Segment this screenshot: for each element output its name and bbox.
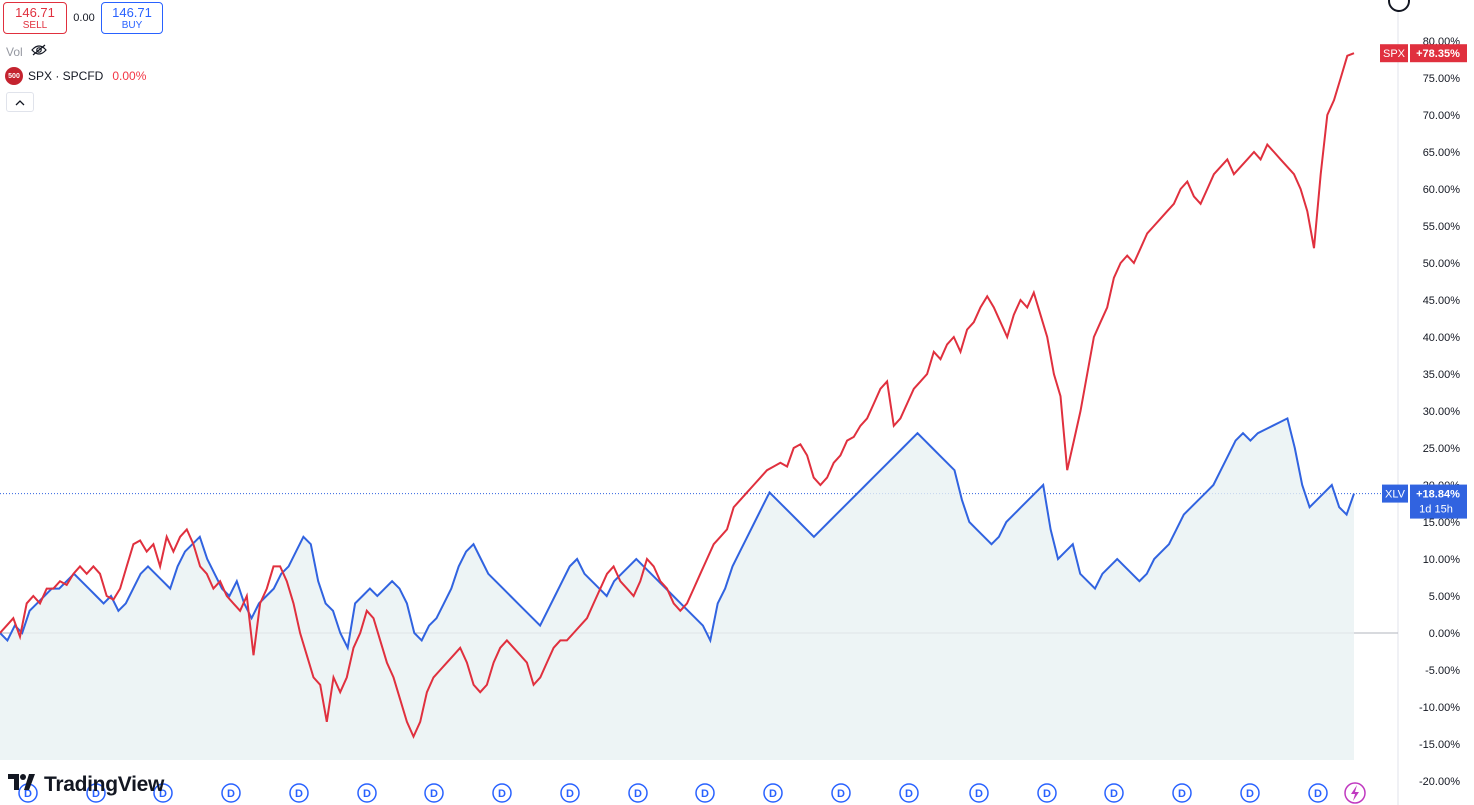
dividend-marker-icon bbox=[424, 783, 444, 803]
y-tick-label: -10.00% bbox=[1419, 702, 1460, 714]
dividend-marker-icon bbox=[289, 783, 309, 803]
y-tick-label: 35.00% bbox=[1423, 369, 1461, 381]
price-labels: SPX +78.35% XLV +18.84% 1d 15h bbox=[1380, 44, 1467, 519]
dividend-marker-icon bbox=[560, 783, 580, 803]
dividend-marker-label: D bbox=[905, 788, 913, 800]
dividend-marker-icon bbox=[628, 783, 648, 803]
dividend-marker-icon bbox=[357, 783, 377, 803]
symbol-badge: 500 bbox=[5, 67, 23, 85]
dividend-marker-label: D bbox=[227, 788, 235, 800]
xlv-name-tag-text: XLV bbox=[1385, 489, 1406, 501]
dividend-marker-icon bbox=[221, 783, 241, 803]
dividend-marker-label: D bbox=[92, 788, 100, 800]
tradingview-logo-icon bbox=[8, 772, 40, 797]
xlv-countdown: 1d 15h bbox=[1419, 504, 1453, 516]
dividend-marker-icon bbox=[1172, 783, 1192, 803]
eye-slash-icon[interactable] bbox=[30, 44, 47, 59]
y-tick-label: 55.00% bbox=[1423, 221, 1461, 233]
xlv-last-value-tag bbox=[1410, 484, 1467, 519]
dividend-marker-label: D bbox=[634, 788, 642, 800]
y-tick-label: -15.00% bbox=[1419, 739, 1460, 751]
buy-price: 146.71 bbox=[112, 5, 152, 20]
dividend-marker-label: D bbox=[498, 788, 506, 800]
tradingview-wordmark: TradingView bbox=[44, 772, 165, 796]
dividend-marker-icon bbox=[1104, 783, 1124, 803]
collapse-legend-button[interactable] bbox=[6, 92, 34, 112]
buy-label: BUY bbox=[121, 20, 143, 31]
dividend-marker-label: D bbox=[1314, 788, 1322, 800]
series-xlv-area bbox=[0, 418, 1354, 760]
y-tick-label: 50.00% bbox=[1423, 258, 1461, 270]
dividend-marker-label: D bbox=[837, 788, 845, 800]
dividend-marker-label: D bbox=[1110, 788, 1118, 800]
spx-name-tag-text: SPX bbox=[1383, 48, 1406, 60]
xlv-last-value: +18.84% bbox=[1416, 489, 1460, 501]
y-tick-label: 45.00% bbox=[1423, 295, 1461, 307]
dividend-marker-icon bbox=[899, 783, 919, 803]
dividend-marker-label: D bbox=[24, 788, 32, 800]
dividend-marker-icon bbox=[1308, 783, 1328, 803]
xlv-name-tag bbox=[1382, 484, 1408, 503]
y-tick-label: 5.00% bbox=[1429, 591, 1460, 603]
tradingview-logo[interactable]: TradingView bbox=[8, 772, 164, 797]
dividend-marker-label: D bbox=[430, 788, 438, 800]
spx-last-value-tag bbox=[1410, 44, 1467, 63]
series-legend[interactable]: 500 SPX · SPCFD 0.00% bbox=[5, 67, 146, 85]
spx-name-tag bbox=[1380, 44, 1408, 63]
dividend-marker-label: D bbox=[701, 788, 709, 800]
buy-button[interactable]: 146.71 BUY bbox=[101, 2, 163, 34]
y-tick-label: -20.00% bbox=[1419, 776, 1460, 788]
dividend-marker-icon bbox=[763, 783, 783, 803]
lightning-icon[interactable] bbox=[1344, 782, 1366, 804]
dividend-marker-label: D bbox=[159, 788, 167, 800]
dividend-marker-label: D bbox=[769, 788, 777, 800]
dividend-marker-icon bbox=[492, 783, 512, 803]
y-tick-label: 10.00% bbox=[1423, 554, 1461, 566]
y-tick-label: 65.00% bbox=[1423, 147, 1461, 159]
y-tick-label: 15.00% bbox=[1423, 517, 1461, 529]
y-tick-label: 30.00% bbox=[1423, 406, 1461, 418]
y-tick-label: 60.00% bbox=[1423, 184, 1461, 196]
y-axis: 80.00%75.00%70.00%65.00%60.00%55.00%50.0… bbox=[1397, 0, 1461, 805]
dividend-marker-icon bbox=[969, 783, 989, 803]
dividend-marker-icon bbox=[695, 783, 715, 803]
chevron-up-icon bbox=[15, 93, 25, 111]
y-tick-label: 0.00% bbox=[1429, 628, 1460, 640]
sell-button[interactable]: 146.71 SELL bbox=[3, 2, 67, 34]
y-tick-label: 25.00% bbox=[1423, 443, 1461, 455]
y-tick-label: -5.00% bbox=[1425, 665, 1460, 677]
dividend-marker-icon bbox=[831, 783, 851, 803]
spx-last-value: +78.35% bbox=[1416, 48, 1460, 60]
dividend-marker-icon bbox=[1037, 783, 1057, 803]
sell-price: 146.71 bbox=[15, 5, 55, 20]
dividend-marker-label: D bbox=[975, 788, 983, 800]
dividend-marker-label: D bbox=[363, 788, 371, 800]
y-tick-label: 40.00% bbox=[1423, 332, 1461, 344]
dividend-marker-icon bbox=[153, 783, 173, 803]
series-spx-line bbox=[0, 52, 1355, 740]
dividend-marker-label: D bbox=[1043, 788, 1051, 800]
legend-symbol: SPX · SPCFD bbox=[28, 69, 104, 83]
dividend-marker-label: D bbox=[1246, 788, 1254, 800]
y-tick-label: 75.00% bbox=[1423, 73, 1461, 85]
spread-value: 0.00 bbox=[73, 12, 95, 24]
legend-change: 0.00% bbox=[112, 69, 147, 83]
dividend-marker-label: D bbox=[295, 788, 303, 800]
volume-legend: Vol bbox=[6, 44, 47, 59]
dividend-marker-label: D bbox=[566, 788, 574, 800]
sell-label: SELL bbox=[22, 20, 48, 31]
y-tick-label: 70.00% bbox=[1423, 110, 1461, 122]
dividend-marker-icon bbox=[1240, 783, 1260, 803]
dividend-marker-label: D bbox=[1178, 788, 1186, 800]
dividend-marker-icon bbox=[86, 783, 106, 803]
vol-label: Vol bbox=[6, 44, 23, 59]
